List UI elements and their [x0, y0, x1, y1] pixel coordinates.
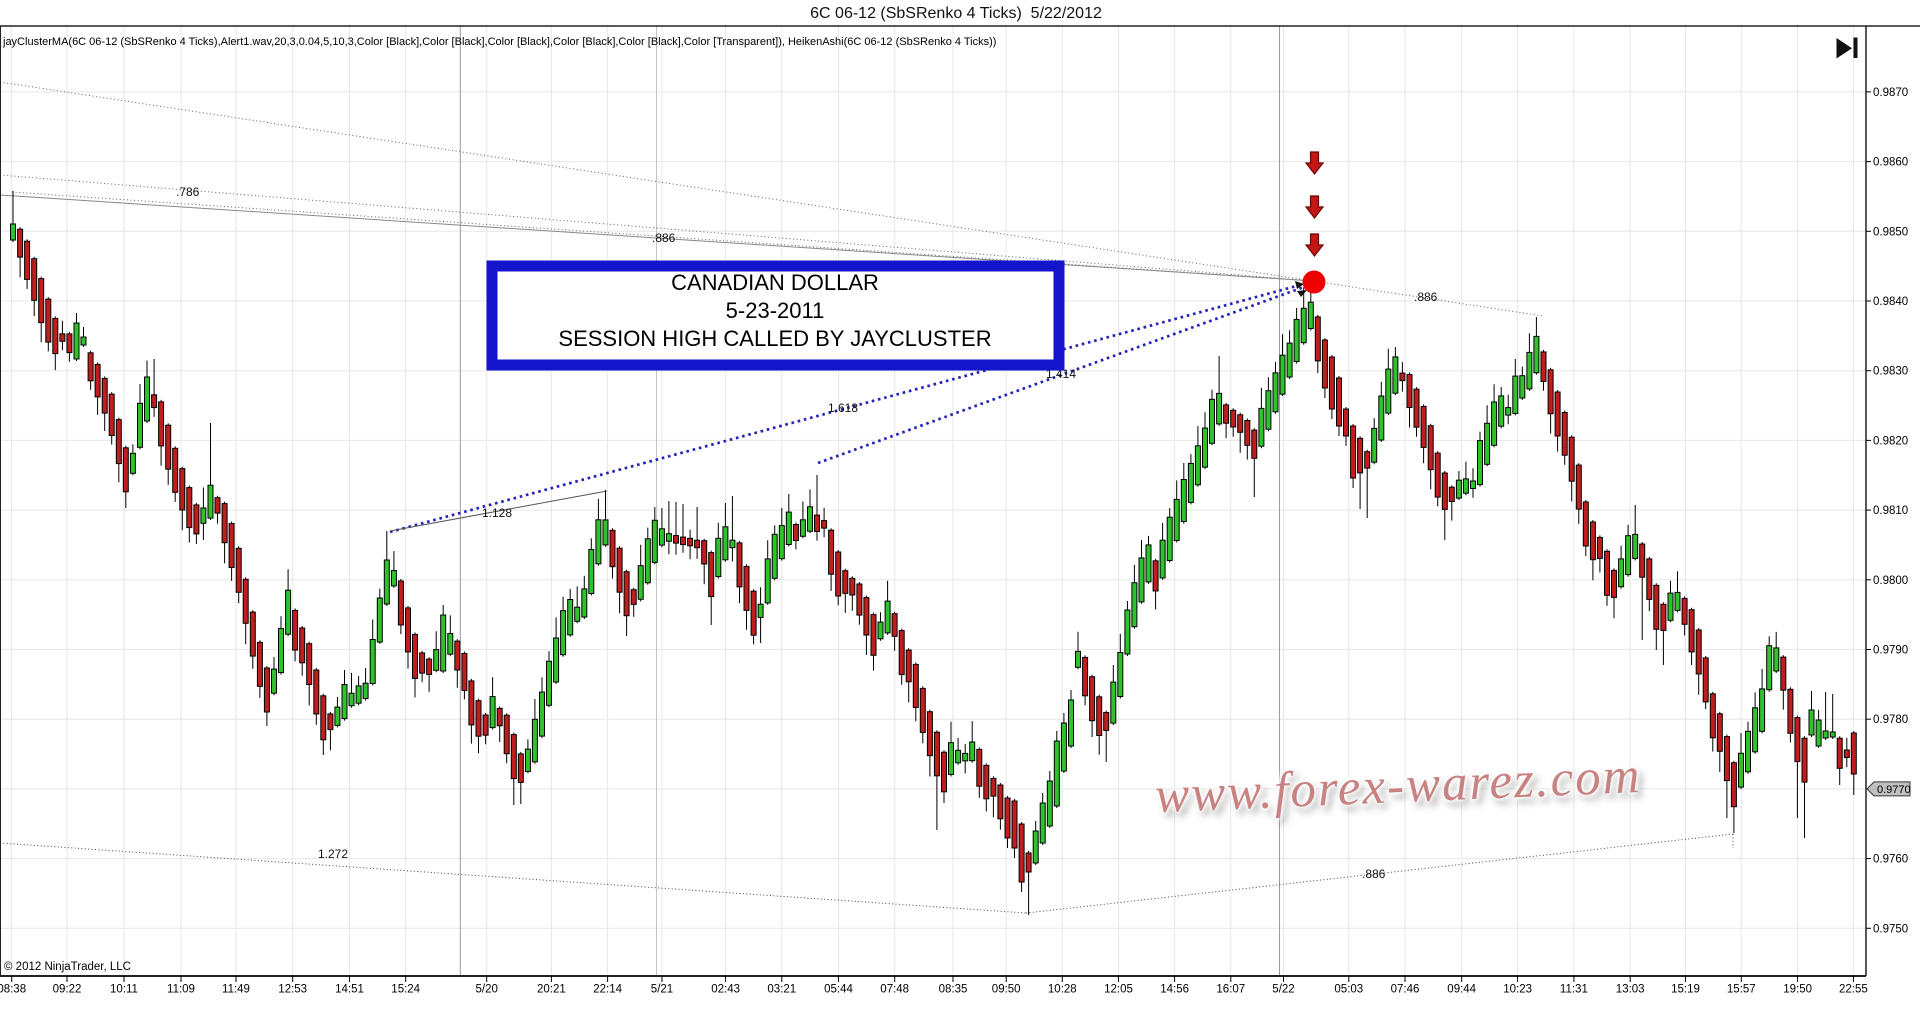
svg-text:08:38: 08:38	[0, 984, 26, 996]
svg-text:1.272: 1.272	[318, 847, 348, 861]
svg-text:11:49: 11:49	[222, 984, 250, 996]
svg-text:5/20: 5/20	[476, 984, 498, 996]
svg-text:0.9840: 0.9840	[1873, 296, 1908, 308]
svg-text:0.9820: 0.9820	[1873, 435, 1908, 447]
svg-text:09:22: 09:22	[53, 984, 82, 996]
svg-text:5/21: 5/21	[651, 984, 673, 996]
svg-text:0.9780: 0.9780	[1873, 714, 1908, 726]
svg-text:11:09: 11:09	[167, 984, 195, 996]
svg-text:5-23-2011: 5-23-2011	[726, 298, 825, 323]
svg-text:1.618: 1.618	[828, 401, 858, 415]
svg-text:15:57: 15:57	[1727, 984, 1756, 996]
svg-text:19:50: 19:50	[1783, 984, 1812, 996]
svg-text:08:35: 08:35	[939, 984, 968, 996]
svg-text:0.9860: 0.9860	[1873, 157, 1908, 169]
svg-text:0.9810: 0.9810	[1873, 505, 1908, 517]
svg-text:.886: .886	[652, 231, 676, 245]
svg-text:14:51: 14:51	[335, 984, 364, 996]
svg-text:SESSION HIGH CALLED BY JAYCLUS: SESSION HIGH CALLED BY JAYCLUSTER	[558, 326, 991, 351]
svg-text:.886: .886	[1362, 867, 1386, 881]
svg-text:14:56: 14:56	[1160, 984, 1189, 996]
svg-text:20:21: 20:21	[537, 984, 566, 996]
svg-text:jayClusterMA(6C 06-12 (SbSRenk: jayClusterMA(6C 06-12 (SbSRenko 4 Ticks)…	[2, 36, 996, 48]
svg-text:07:48: 07:48	[880, 984, 909, 996]
svg-text:CANADIAN DOLLAR: CANADIAN DOLLAR	[671, 270, 879, 295]
svg-text:0.9800: 0.9800	[1873, 575, 1908, 587]
svg-text:5/22: 5/22	[1272, 984, 1294, 996]
svg-text:0.9750: 0.9750	[1873, 923, 1908, 935]
svg-text:09:44: 09:44	[1447, 984, 1476, 996]
svg-text:15:24: 15:24	[391, 984, 420, 996]
svg-text:03:21: 03:21	[767, 984, 796, 996]
svg-text:0.9760: 0.9760	[1873, 854, 1908, 866]
svg-text:02:43: 02:43	[711, 984, 740, 996]
svg-text:10:28: 10:28	[1048, 984, 1077, 996]
svg-text:10:23: 10:23	[1503, 984, 1532, 996]
svg-text:22:14: 22:14	[593, 984, 622, 996]
svg-text:05:03: 05:03	[1334, 984, 1363, 996]
svg-text:11:31: 11:31	[1560, 984, 1588, 996]
svg-text:0.9870: 0.9870	[1873, 87, 1908, 99]
svg-text:0.9850: 0.9850	[1873, 226, 1908, 238]
svg-text:12:53: 12:53	[278, 984, 307, 996]
svg-text:13:03: 13:03	[1616, 984, 1645, 996]
svg-text:10:11: 10:11	[110, 984, 138, 996]
svg-text:6C 06-12 (SbSRenko 4 Ticks) 5: 6C 06-12 (SbSRenko 4 Ticks) 5/22/2012	[810, 5, 1102, 22]
svg-text:© 2012 NinjaTrader, LLC: © 2012 NinjaTrader, LLC	[4, 961, 131, 973]
svg-text:.786: .786	[176, 185, 200, 199]
svg-text:0.9790: 0.9790	[1873, 645, 1908, 657]
svg-text:07:46: 07:46	[1391, 984, 1420, 996]
svg-text:15:19: 15:19	[1671, 984, 1700, 996]
svg-text:16:07: 16:07	[1216, 984, 1245, 996]
svg-text:.886: .886	[1414, 290, 1438, 304]
svg-text:1.128: 1.128	[482, 506, 512, 520]
svg-text:0.9830: 0.9830	[1873, 366, 1908, 378]
svg-text:22:55: 22:55	[1839, 984, 1868, 996]
svg-text:12:05: 12:05	[1104, 984, 1133, 996]
svg-text:0.9770: 0.9770	[1877, 784, 1911, 796]
svg-text:09:50: 09:50	[992, 984, 1021, 996]
svg-text:05:44: 05:44	[824, 984, 853, 996]
